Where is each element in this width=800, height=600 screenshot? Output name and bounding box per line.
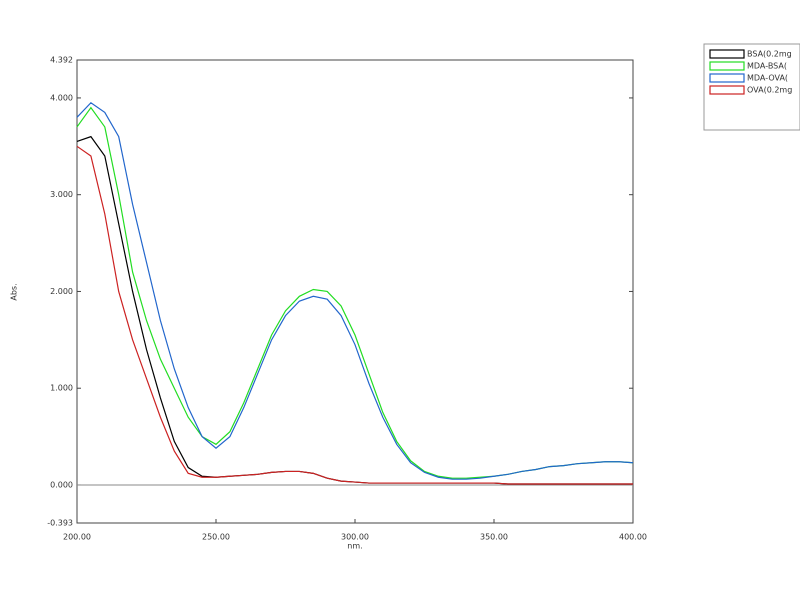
series-line [76,106,634,479]
y-tick-label: 3.000 [50,190,73,199]
y-tick-label: 0.000 [50,480,73,489]
x-tick-label: 400.00 [619,533,647,542]
y-axis-label: Abs. [10,283,19,300]
y-tick-label: 1.000 [50,384,73,393]
y-tick-label: -0.393 [47,519,73,528]
x-tick-label: 200.00 [63,533,91,542]
x-tick-label: 300.00 [341,533,369,542]
x-tick-label: 350.00 [480,533,508,542]
x-tick-label: 250.00 [202,533,230,542]
y-tick-label: 2.000 [50,287,73,296]
series-line [76,135,633,485]
legend-label: BSA(0.2mg [747,50,792,59]
x-axis-label: nm. [347,542,362,551]
legend-label: MDA-BSA( [747,62,787,71]
series-line [76,101,634,480]
plot-frame [76,59,634,524]
legend-label: OVA(0.2mg [747,86,792,95]
series-line [76,145,633,485]
legend-label: MDA-OVA( [747,74,788,83]
legend-swatch [709,73,745,83]
y-tick-label: 4.000 [50,93,73,102]
legend-swatch [709,61,745,71]
legend-swatch [709,85,745,95]
y-tick-label: 4.392 [50,56,73,65]
legend-swatch [709,49,745,59]
